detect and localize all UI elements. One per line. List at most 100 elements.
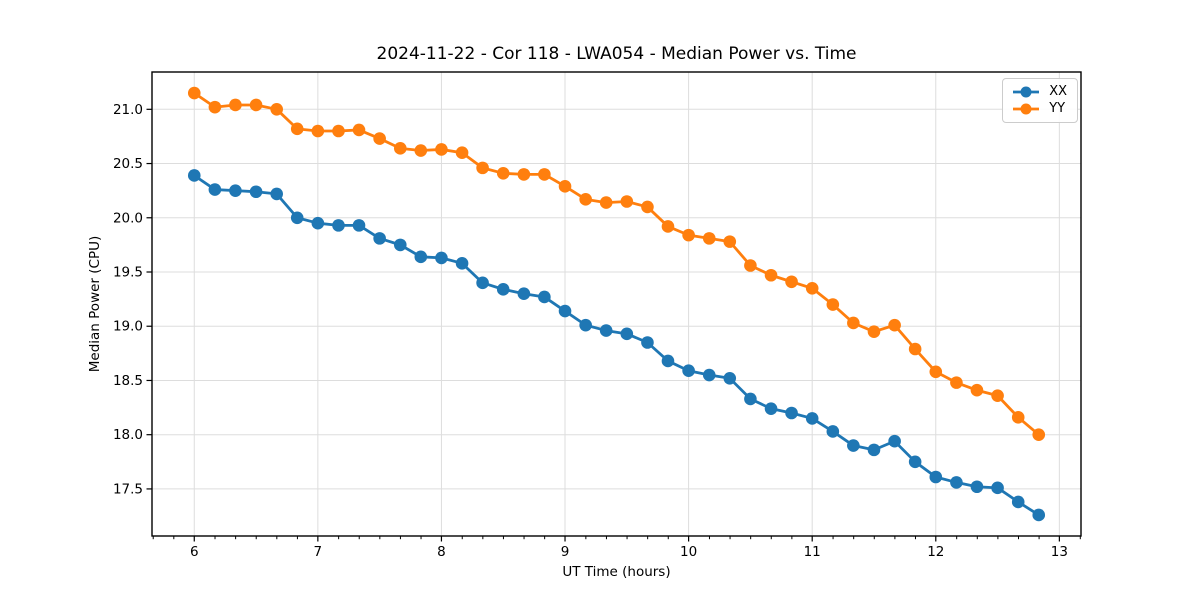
series-yy-marker — [208, 100, 222, 114]
series-xx-marker — [599, 324, 613, 337]
y-tick-label: 17.5 — [113, 481, 143, 497]
chart-title: 2024-11-22 - Cor 118 - LWA054 - Median P… — [376, 44, 857, 64]
series-yy-marker — [538, 168, 551, 181]
series-yy-marker — [558, 180, 572, 193]
x-tick-label: 8 — [437, 544, 446, 560]
series-yy-marker — [641, 200, 654, 214]
series-xx-marker — [229, 184, 242, 197]
series-xx-marker — [847, 439, 860, 452]
series-yy-marker — [826, 298, 840, 311]
series-xx-marker — [929, 470, 943, 484]
series-yy-marker — [332, 124, 345, 138]
series-yy-marker — [764, 268, 778, 282]
series-xx-marker — [1011, 495, 1025, 509]
series-yy-marker — [702, 232, 716, 245]
series-yy-marker — [229, 98, 242, 112]
series-xx-marker — [538, 290, 551, 304]
series-xx-marker — [208, 183, 222, 196]
series-xx-marker — [558, 304, 572, 318]
series-xx-marker — [867, 443, 881, 457]
series-yy-marker — [661, 220, 675, 233]
legend-line-xx-icon — [1013, 86, 1040, 98]
series-xx-marker — [332, 219, 345, 232]
series-xx-marker — [888, 434, 901, 448]
series-yy-marker — [970, 383, 984, 397]
series-xx-marker — [579, 318, 592, 332]
y-tick-label: 18.5 — [113, 373, 143, 389]
x-tick-label: 7 — [314, 544, 323, 560]
series-xx-marker — [641, 336, 654, 349]
y-tick-label: 19.0 — [113, 319, 143, 335]
legend-label-xx: XX — [1049, 84, 1067, 99]
plot-border — [151, 71, 1082, 537]
series-yy-marker — [847, 316, 860, 330]
series-xx-marker — [393, 238, 407, 252]
series-xx-marker — [290, 211, 304, 225]
x-tick-label: 12 — [927, 544, 944, 560]
series-xx-marker — [970, 480, 984, 494]
series-xx-marker — [373, 232, 386, 245]
series-yy-marker — [682, 228, 695, 242]
series-yy-marker — [187, 86, 201, 100]
series-xx-marker — [270, 187, 283, 201]
series-xx-marker — [908, 455, 922, 469]
series-xx-marker — [311, 216, 325, 230]
series-yy-marker — [867, 325, 881, 338]
series-xx-marker — [435, 251, 448, 265]
series-yy-marker — [517, 168, 531, 181]
series-xx-marker — [517, 287, 531, 300]
x-tick-label: 6 — [190, 544, 199, 560]
series-xx-marker — [455, 257, 469, 270]
series-yy-marker — [435, 143, 448, 156]
legend-line-yy-icon — [1013, 103, 1040, 115]
series-xx-marker — [991, 481, 1004, 495]
legend-item-xx: XX — [1011, 85, 1067, 99]
series-yy-marker — [888, 318, 901, 332]
series-yy-marker — [991, 389, 1004, 402]
series-yy-marker — [744, 259, 757, 272]
series-yy-marker — [270, 103, 283, 116]
series-yy-marker — [455, 146, 469, 159]
series-yy-marker — [373, 132, 386, 145]
series-xx-marker — [723, 371, 737, 385]
series-yy-marker — [352, 123, 366, 137]
series-xx-marker — [352, 219, 366, 232]
y-tick-label: 18.0 — [113, 427, 143, 443]
series-yy-marker — [476, 161, 489, 175]
series-yy-marker — [393, 142, 407, 155]
series-yy-marker — [579, 193, 592, 206]
x-tick-label: 10 — [680, 544, 697, 560]
series-xx-marker — [826, 425, 840, 438]
series-xx-marker — [620, 327, 634, 341]
series-xx-marker — [805, 412, 819, 425]
series-yy-marker — [599, 196, 613, 209]
series-yy-marker — [908, 342, 922, 356]
series-xx-marker — [414, 250, 428, 264]
series-yy-marker — [805, 281, 819, 295]
series-xx-marker — [744, 392, 757, 406]
series-yy-marker — [723, 235, 737, 248]
x-axis-label: UT Time (hours) — [562, 564, 671, 580]
series-xx-marker — [764, 402, 778, 415]
x-tick-label: 13 — [1051, 544, 1068, 560]
y-tick-label: 19.5 — [113, 265, 143, 281]
series-xx-marker — [950, 476, 963, 489]
series-yy-line — [192, 91, 1041, 437]
series-yy-marker — [1032, 428, 1046, 441]
series-yy-marker — [785, 275, 798, 289]
series-xx-marker — [476, 276, 489, 290]
y-tick-label: 20.0 — [113, 210, 143, 226]
series-yy-marker — [620, 195, 634, 208]
legend-label-yy: YY — [1049, 101, 1066, 116]
legend-item-yy: YY — [1011, 102, 1067, 116]
y-tick-label: 21.0 — [113, 102, 143, 118]
x-tick-label: 9 — [561, 544, 570, 560]
series-yy-marker — [414, 144, 428, 157]
series-yy-marker — [1011, 411, 1025, 424]
series-yy-marker — [290, 122, 304, 136]
x-tick-label: 11 — [804, 544, 821, 560]
y-axis-label: Median Power (CPU) — [87, 235, 103, 373]
series-xx-marker — [187, 169, 201, 182]
